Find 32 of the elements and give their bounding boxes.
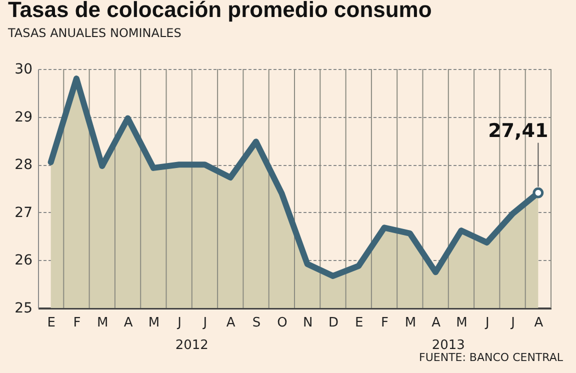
y-tick-label: 27 xyxy=(14,204,32,221)
y-tick-label: 29 xyxy=(14,109,32,126)
source-note: FUENTE: BANCO CENTRAL xyxy=(419,351,564,364)
x-tick-label: M xyxy=(148,316,160,330)
x-tick-label: J xyxy=(484,316,490,330)
x-tick-label: A xyxy=(226,316,236,330)
x-tick-label: E xyxy=(47,316,56,330)
x-tick-label: A xyxy=(534,316,544,330)
text: 2012 xyxy=(175,338,208,353)
x-tick-label: A xyxy=(124,316,133,330)
x-tick-label: S xyxy=(252,316,261,330)
chart-title: Tasas de colocación promedio consumo xyxy=(8,0,432,22)
y-tick-label: 30 xyxy=(14,62,32,78)
x-tick-label: J xyxy=(176,316,182,330)
text: 2013 xyxy=(432,338,465,353)
x-tick-label: N xyxy=(302,316,313,330)
x-tick-label: J xyxy=(202,316,208,330)
x-tick-label: M xyxy=(97,316,108,330)
x-tick-label: M xyxy=(456,316,468,330)
data-label: 27,41 xyxy=(488,120,548,142)
x-tick-label: A xyxy=(432,316,441,330)
x-tick-label: F xyxy=(73,316,81,330)
x-tick-label: J xyxy=(510,316,515,330)
y-tick-label: 26 xyxy=(14,252,33,269)
x-tick-label: E xyxy=(355,316,364,330)
x-tick-label: D xyxy=(328,316,338,330)
x-tick-label: F xyxy=(381,316,389,330)
y-tick-label: 25 xyxy=(14,300,32,316)
y-tick-label: 28 xyxy=(14,157,32,174)
x-tick-label: O xyxy=(277,316,288,330)
chart-subtitle: TASAS ANUALES NOMINALES xyxy=(7,26,182,40)
x-tick-label: M xyxy=(404,316,416,330)
